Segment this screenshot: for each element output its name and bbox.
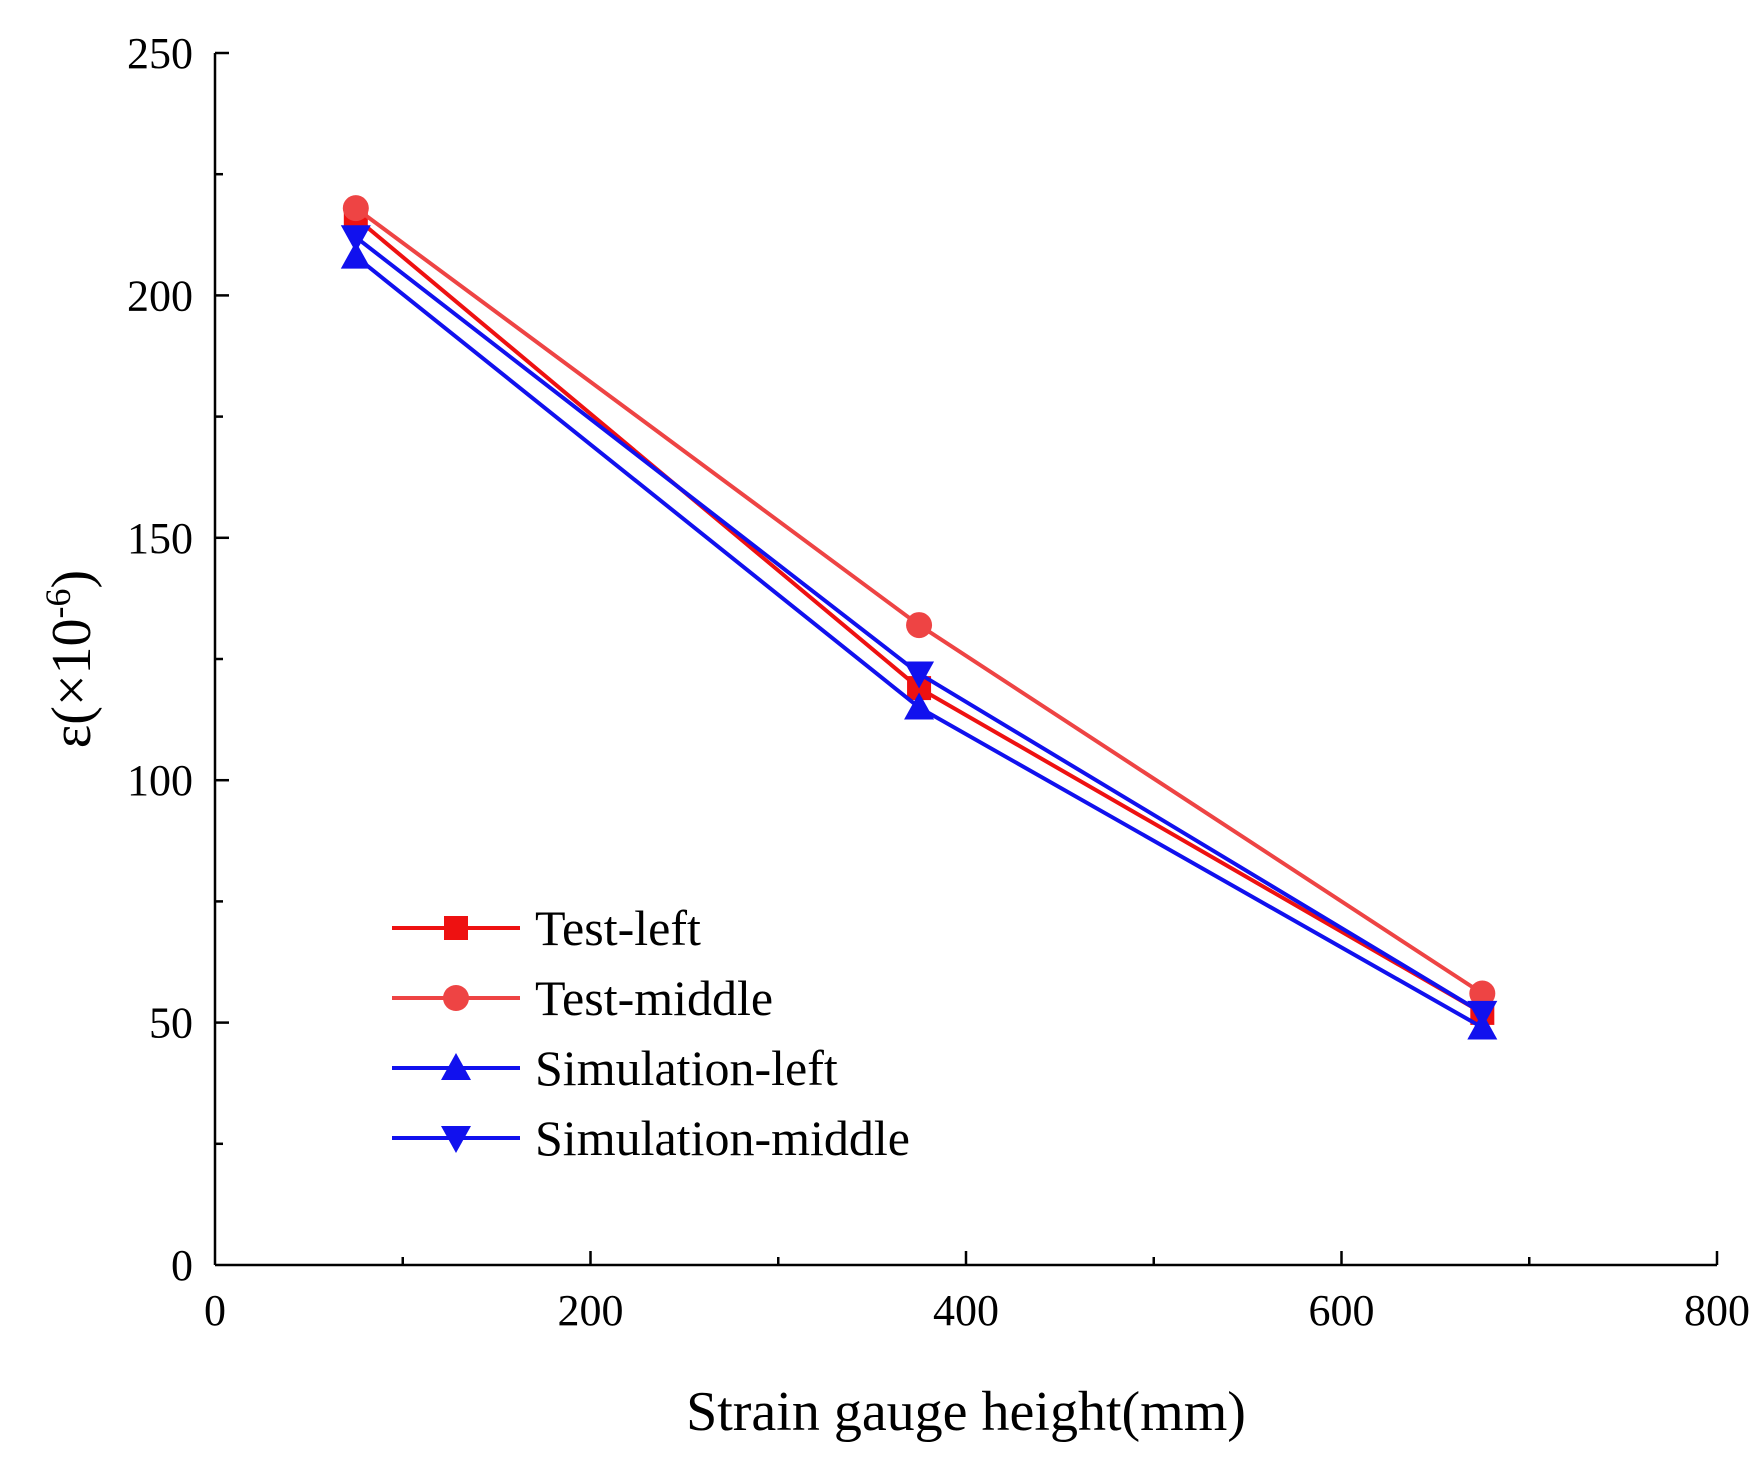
data-point-simulation-left-0 bbox=[340, 241, 371, 269]
x-axis-title: Strain gauge height(mm) bbox=[686, 1381, 1246, 1443]
y-axis-title-close: ) bbox=[41, 570, 103, 589]
data-point-simulation-left-1 bbox=[904, 692, 935, 720]
legend-marker-test-middle bbox=[443, 985, 469, 1011]
series-test-middle bbox=[342, 195, 1496, 1007]
legend-marker-test-left bbox=[444, 916, 468, 940]
y-tick-label-0: 0 bbox=[171, 1241, 193, 1290]
y-tick-label-100: 100 bbox=[127, 756, 193, 805]
data-point-test-middle-0 bbox=[342, 195, 369, 222]
y-tick-label-250: 250 bbox=[127, 29, 193, 78]
x-tick-label-200: 200 bbox=[558, 1286, 624, 1335]
ticks: 0 50 100 150 200 250 0 200 400 600 800 bbox=[127, 29, 1750, 1335]
series-line-test-middle bbox=[354, 206, 1484, 996]
data-point-simulation-middle-1 bbox=[904, 661, 935, 689]
data-point-test-middle-2 bbox=[1469, 980, 1496, 1007]
legend-marker-simulation-left bbox=[441, 1053, 471, 1080]
y-axis-title: ε(×10-6) bbox=[38, 570, 103, 748]
data-point-test-middle-1 bbox=[906, 612, 933, 639]
legend-marker-simulation-middle bbox=[441, 1126, 471, 1153]
series-simulation-middle bbox=[340, 225, 1498, 1028]
x-tick-label-0: 0 bbox=[204, 1286, 226, 1335]
y-axis-title-sup: -6 bbox=[38, 588, 78, 618]
y-tick-label-150: 150 bbox=[127, 514, 193, 563]
data-point-simulation-middle-0 bbox=[340, 225, 371, 253]
x-tick-label-600: 600 bbox=[1309, 1286, 1375, 1335]
legend-label-simulation-middle: Simulation-middle bbox=[535, 1110, 910, 1166]
legend-label-test-left: Test-left bbox=[535, 900, 701, 956]
x-tick-label-400: 400 bbox=[933, 1286, 999, 1335]
y-tick-label-200: 200 bbox=[127, 271, 193, 320]
y-tick-label-50: 50 bbox=[149, 999, 193, 1048]
legend: Test-left Test-middle Simulation-left Simul… bbox=[392, 900, 910, 1166]
x-tick-label-800: 800 bbox=[1684, 1286, 1750, 1335]
legend-label-simulation-left: Simulation-left bbox=[535, 1040, 838, 1096]
y-axis-title-main: ε(×10 bbox=[41, 618, 103, 748]
series-layer bbox=[340, 195, 1498, 1040]
legend-label-test-middle: Test-middle bbox=[535, 970, 773, 1026]
axes bbox=[213, 53, 1717, 1267]
data-point-simulation-middle-2 bbox=[1467, 1000, 1498, 1028]
